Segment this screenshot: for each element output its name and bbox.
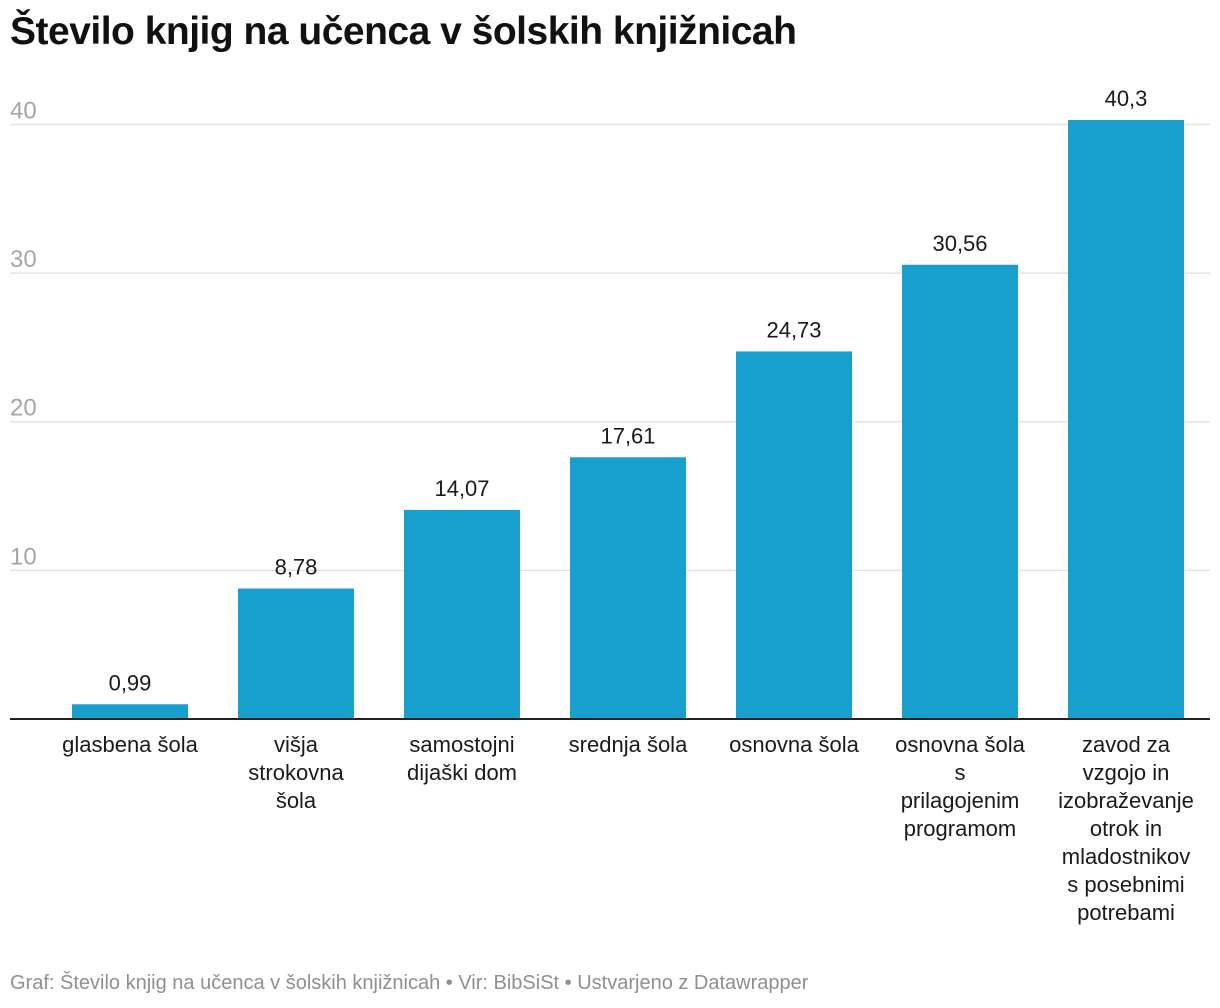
- category-labels: glasbena šola višja strokovna šola samostojn…: [62, 732, 1194, 925]
- x-tick-label: samostojni: [409, 732, 514, 757]
- bar: [736, 351, 852, 719]
- bars: [72, 120, 1184, 719]
- y-tick-label: 20: [10, 395, 37, 422]
- bar: [404, 509, 520, 719]
- x-tick-label: dijaški dom: [407, 760, 517, 785]
- bar: [570, 457, 686, 719]
- bar: [238, 588, 354, 719]
- data-label: 8,78: [275, 554, 318, 579]
- chart-footer: Graf: Število knjig na učenca v šolskih …: [10, 972, 809, 994]
- x-tick-label: srednja šola: [569, 732, 688, 757]
- x-tick-label: mladostnikov: [1062, 844, 1190, 869]
- data-label: 14,07: [434, 476, 489, 501]
- data-label: 30,56: [932, 231, 987, 256]
- data-label: 40,3: [1105, 86, 1148, 111]
- x-tick-label: izobraževanje: [1058, 788, 1194, 813]
- x-tick-label: glasbena šola: [62, 732, 199, 757]
- bar-chart: 10 20 30 40 0,99 8,78 14,07 17,61 24,73 30,56 40,…: [10, 86, 1210, 925]
- data-label: 17,61: [600, 423, 655, 448]
- x-tick-label: osnovna šola: [729, 732, 859, 757]
- x-tick-label: strokovna: [248, 760, 344, 785]
- bar: [1068, 120, 1184, 719]
- bar: [72, 704, 188, 719]
- x-tick-label: s: [955, 760, 966, 785]
- x-tick-label: otrok in: [1090, 816, 1162, 841]
- y-tick-label: 40: [10, 97, 37, 124]
- value-labels: 0,99 8,78 14,07 17,61 24,73 30,56 40,3: [109, 86, 1148, 695]
- bar: [902, 264, 1018, 719]
- x-tick-label: zavod za: [1082, 732, 1171, 757]
- x-tick-label: višja: [274, 732, 319, 757]
- chart-title: Število knjig na učenca v šolskih knjižn…: [10, 10, 797, 53]
- x-tick-label: potrebami: [1077, 900, 1175, 925]
- x-tick-label: šola: [276, 788, 317, 813]
- data-label: 0,99: [109, 670, 152, 695]
- data-label: 24,73: [766, 317, 821, 342]
- x-tick-label: osnovna šola: [895, 732, 1025, 757]
- x-tick-label: s posebnimi: [1067, 872, 1184, 897]
- x-tick-label: programom: [904, 816, 1016, 841]
- x-tick-label: vzgojo in: [1083, 760, 1170, 785]
- y-tick-label: 30: [10, 246, 37, 273]
- y-tick-label: 10: [10, 543, 37, 570]
- x-tick-label: prilagojenim: [901, 788, 1020, 813]
